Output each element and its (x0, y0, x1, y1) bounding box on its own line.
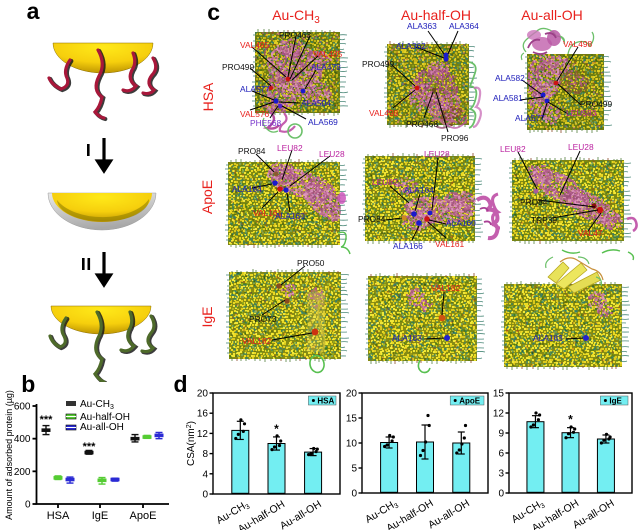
svg-text:0: 0 (351, 489, 357, 500)
svg-text:12: 12 (197, 429, 209, 440)
svg-text:0: 0 (202, 490, 208, 501)
svg-text:16: 16 (197, 409, 209, 420)
svg-text:ALA577: ALA577 (240, 84, 270, 94)
svg-text:PRO499: PRO499 (222, 62, 254, 72)
svg-text:ApoE: ApoE (199, 180, 215, 214)
svg-text:*: * (568, 413, 573, 427)
svg-text:VAL498: VAL498 (563, 39, 593, 49)
svg-text:VAL495: VAL495 (240, 40, 270, 50)
svg-text:ALA164: ALA164 (232, 184, 262, 194)
svg-text:Au-half-OH: Au-half-OH (80, 412, 130, 423)
svg-text:VAL182: VAL182 (431, 283, 461, 293)
svg-text:LEU82: LEU82 (500, 144, 526, 154)
svg-text:600: 600 (14, 402, 31, 413)
svg-text:IgE: IgE (92, 510, 109, 522)
svg-text:ALA569: ALA569 (308, 117, 338, 127)
svg-text:Au-CH3: Au-CH3 (272, 7, 320, 26)
svg-text:Au-all-OH: Au-all-OH (426, 497, 472, 530)
svg-text:LEU28: LEU28 (319, 149, 345, 159)
svg-text:Au-half-OH: Au-half-OH (401, 7, 471, 23)
svg-text:15: 15 (493, 389, 505, 400)
svg-text:ALA582: ALA582 (495, 73, 525, 83)
svg-text:VAL485: VAL485 (313, 49, 343, 59)
svg-text:HSA: HSA (200, 82, 216, 111)
svg-text:Au-CH3: Au-CH3 (80, 399, 114, 411)
svg-text:LEU28: LEU28 (424, 149, 450, 159)
svg-text:15: 15 (346, 414, 358, 425)
svg-text:***: *** (83, 441, 97, 453)
svg-text:9: 9 (498, 429, 504, 440)
svg-text:ALA160: ALA160 (275, 211, 305, 221)
svg-text:ALA160: ALA160 (446, 218, 476, 228)
svg-text:ALA478: ALA478 (311, 62, 341, 72)
svg-text:TRP39: TRP39 (531, 215, 557, 225)
svg-text:PRO96: PRO96 (441, 133, 469, 143)
svg-text:***: *** (40, 414, 54, 426)
svg-text:4: 4 (202, 469, 208, 480)
svg-text:VAL161: VAL161 (435, 239, 465, 249)
svg-text:ALA581: ALA581 (493, 93, 523, 103)
svg-text:PRO73: PRO73 (249, 314, 277, 324)
svg-text:ALA577: ALA577 (515, 113, 545, 123)
svg-text:IgE: IgE (609, 397, 622, 406)
svg-text:PRO84: PRO84 (520, 197, 548, 207)
svg-text:ALA504: ALA504 (301, 98, 331, 108)
svg-text:0: 0 (498, 489, 504, 500)
svg-text:ALA164: ALA164 (404, 185, 434, 195)
svg-text:ALA364: ALA364 (449, 21, 479, 31)
svg-text:LEU82: LEU82 (277, 143, 303, 153)
svg-text:0: 0 (25, 500, 31, 511)
svg-text:IgE: IgE (199, 306, 215, 327)
svg-text:20: 20 (197, 389, 209, 400)
svg-text:LEU28: LEU28 (568, 142, 594, 152)
svg-text:VAL576: VAL576 (240, 109, 270, 119)
svg-text:ALA183: ALA183 (533, 333, 563, 343)
svg-text:VAL498: VAL498 (369, 108, 399, 118)
svg-text:Amount of adsorbed protein (µg: Amount of adsorbed protein (µg) (4, 390, 14, 520)
svg-text:PRO84: PRO84 (358, 214, 386, 224)
svg-text:HSA: HSA (317, 397, 334, 406)
svg-text:PRO499: PRO499 (362, 59, 394, 69)
svg-text:5: 5 (351, 464, 357, 475)
svg-text:PRO468: PRO468 (406, 119, 438, 129)
svg-text:200: 200 (14, 467, 31, 478)
svg-text:3: 3 (498, 469, 504, 480)
svg-text:400: 400 (14, 434, 31, 445)
svg-text:ALA362: ALA362 (396, 41, 426, 51)
svg-text:12: 12 (493, 409, 505, 420)
svg-text:HSA: HSA (47, 510, 70, 522)
svg-text:Au-all-OH: Au-all-OH (80, 422, 124, 433)
svg-text:ApoE: ApoE (459, 397, 481, 406)
svg-text:PRO463: PRO463 (279, 30, 311, 40)
svg-text:ALA183: ALA183 (392, 333, 422, 343)
svg-text:PRO84: PRO84 (238, 146, 266, 156)
svg-text:ApoE: ApoE (130, 510, 157, 522)
svg-text:*: * (274, 422, 279, 436)
svg-text:LEU82: LEU82 (372, 177, 398, 187)
svg-text:10: 10 (346, 439, 358, 450)
svg-text:Au-all-OH: Au-all-OH (521, 7, 582, 23)
svg-text:VAL47: VAL47 (578, 228, 603, 238)
svg-text:CSA(nm2): CSA(nm2) (186, 421, 197, 466)
svg-text:8: 8 (202, 449, 208, 460)
svg-text:ALA166: ALA166 (393, 241, 423, 251)
svg-text:ALA363: ALA363 (407, 21, 437, 31)
svg-text:Au-all-OH: Au-all-OH (278, 498, 324, 530)
svg-text:LEU583: LEU583 (566, 108, 597, 118)
svg-text:PHE568: PHE568 (250, 118, 282, 128)
svg-text:VAL182: VAL182 (242, 336, 272, 346)
svg-text:6: 6 (498, 449, 504, 460)
svg-text:VAL161: VAL161 (253, 208, 283, 218)
svg-text:PRO50: PRO50 (297, 258, 325, 268)
svg-text:20: 20 (346, 389, 358, 400)
svg-text:PRO499: PRO499 (580, 99, 612, 109)
